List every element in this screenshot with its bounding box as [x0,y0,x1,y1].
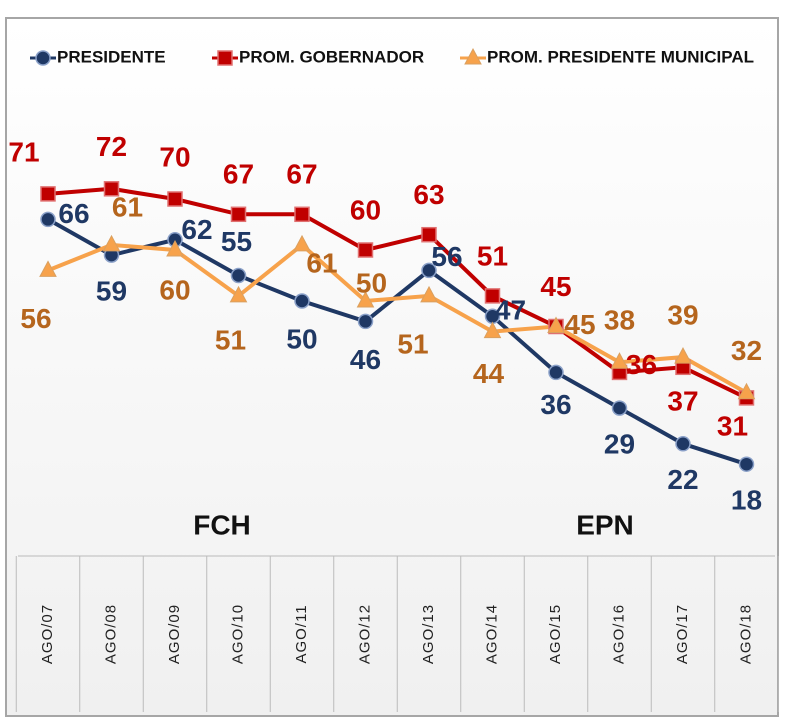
data-label: 36 [626,349,657,380]
point [166,239,184,257]
point [675,436,691,452]
legend-label: PROM. PRESIDENTE MUNICIPAL [487,47,754,66]
annotation: EPN [576,509,634,540]
point [610,352,629,369]
point [421,262,437,279]
series-line [47,186,748,400]
data-label: 67 [286,159,317,190]
point [548,364,564,381]
x-tick-label: AGO/09 [166,604,183,664]
data-label: 36 [540,389,571,420]
point [293,234,311,252]
data-label: 55 [221,226,252,257]
x-tick-label: AGO/14 [483,604,500,664]
legend-marker [217,50,233,66]
data-label: 72 [96,131,127,162]
point [674,347,692,364]
data-label: 60 [159,274,190,305]
data-label: 50 [356,267,387,298]
x-tick-label: AGO/15 [547,604,564,664]
data-label: 51 [477,240,508,271]
x-tick-label: AGO/13 [420,604,437,664]
series-line [47,242,748,395]
point [357,242,374,258]
data-label: 45 [540,271,571,302]
point [611,400,628,416]
data-label: 61 [112,191,143,222]
point [230,206,247,223]
data-label: 44 [473,358,505,389]
data-label: 60 [350,194,381,225]
point [167,191,183,207]
data-label: 39 [667,299,698,330]
point [230,267,247,284]
data-label: 38 [604,305,635,336]
point [103,181,120,197]
x-tick-label: AGO/08 [102,604,119,664]
data-label: 61 [306,247,337,278]
data-label: 29 [604,428,635,459]
data-label: 50 [286,323,317,354]
data-label: 18 [731,485,762,516]
data-label: 71 [8,136,39,167]
data-label: 59 [96,275,127,306]
legend-label: PROM. GOBERNADOR [239,47,424,66]
data-label: 63 [413,179,444,210]
data-label: 32 [731,335,762,366]
point [356,290,375,308]
x-tick-label: AGO/12 [356,604,373,664]
point [547,316,565,333]
data-label: 56 [431,241,462,272]
point [40,186,56,202]
point [483,321,502,339]
data-label: 22 [667,464,698,495]
point [40,211,56,228]
x-tick-label: AGO/16 [610,604,627,664]
point [420,285,438,303]
point [357,313,374,330]
chart-frame [5,17,779,717]
point [229,285,248,303]
point [484,288,501,304]
data-label: 67 [223,159,254,190]
data-label: 51 [397,328,428,359]
x-tick-label: AGO/17 [674,604,691,664]
series-line [47,217,748,467]
data-label: 62 [181,214,212,245]
point [294,293,310,309]
x-tick-label: AGO/11 [293,604,310,663]
legend-label: PRESIDENTE [57,47,166,66]
data-label: 56 [20,303,51,334]
data-label: 70 [159,141,190,172]
data-label: 46 [350,344,381,375]
point [421,226,437,243]
x-tick-label: AGO/18 [737,604,754,664]
point [738,456,755,472]
annotation: FCH [193,509,251,540]
point [102,234,121,252]
point [39,260,57,277]
data-label: 47 [495,295,526,326]
data-label: 51 [215,324,246,355]
data-label: 37 [667,386,698,417]
x-tick-label: AGO/07 [39,604,56,664]
data-label: 45 [564,309,595,340]
x-tick-label: AGO/10 [229,604,246,664]
point [294,206,310,223]
data-label: 66 [58,198,89,229]
legend-marker [35,50,51,66]
legend-marker [464,47,482,65]
data-label: 31 [717,410,748,441]
point [737,382,756,400]
